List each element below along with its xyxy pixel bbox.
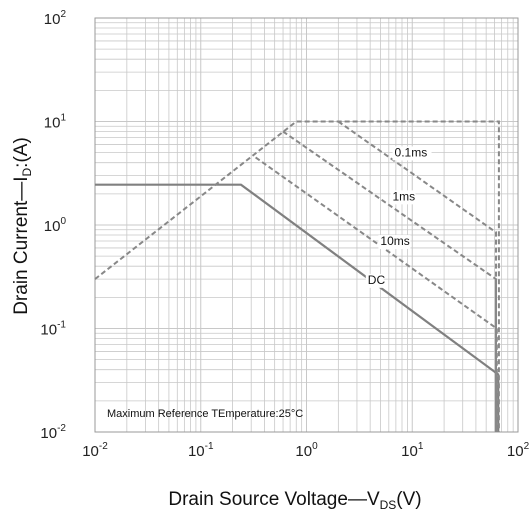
y-tick-label: 100 xyxy=(44,216,67,235)
y-tick-label: 102 xyxy=(44,9,67,28)
x-tick-label: 100 xyxy=(295,441,318,460)
y-axis-label-symbol: I xyxy=(11,176,32,181)
series-line-01ms xyxy=(337,120,497,432)
x-tick-label: 102 xyxy=(507,441,530,460)
chart-annotation: Maximum Reference TEmperature:25°C xyxy=(107,408,303,420)
curve-label-1ms: 1ms xyxy=(392,189,415,203)
y-tick-label: 10-1 xyxy=(40,320,66,339)
y-axis-label-unit: :(A) xyxy=(11,137,32,168)
tick-labels: 10-2 10-1 100 101 102 10-2 10-1 100 101 102 xyxy=(40,9,529,460)
series-line-limit xyxy=(94,120,500,432)
series-group xyxy=(94,120,500,432)
x-tick-label: 10-2 xyxy=(82,441,108,460)
x-tick-label: 101 xyxy=(401,441,424,460)
x-axis-label-symbol: V xyxy=(367,489,380,510)
x-axis-label-unit: (V) xyxy=(396,489,421,510)
grid xyxy=(95,18,518,432)
series-line-1ms xyxy=(282,130,497,432)
curve-labels: DC 10ms 1ms 0.1ms xyxy=(365,145,432,288)
curve-label-10ms: 10ms xyxy=(380,234,409,248)
curve-label-01ms: 0.1ms xyxy=(395,145,428,159)
x-tick-label: 10-1 xyxy=(188,441,214,460)
curve-label-background xyxy=(365,273,384,288)
y-axis-label: Drain Current—ID:(A) xyxy=(11,137,34,315)
x-axis-label-subscript: DS xyxy=(380,498,397,512)
y-tick-label: 101 xyxy=(44,113,67,132)
plot-frame xyxy=(94,17,519,433)
y-axis-label-main: Drain Current xyxy=(11,200,32,315)
x-axis-label-main: Drain Source Voltage xyxy=(168,489,348,510)
curve-label-background xyxy=(390,190,416,205)
y-axis-label-dash: — xyxy=(11,182,32,201)
curve-label-background xyxy=(392,146,432,161)
series-line-10ms xyxy=(255,156,498,432)
x-axis-label-dash: — xyxy=(348,489,367,510)
x-axis-label: Drain Source Voltage—VDS(V) xyxy=(168,489,421,512)
curve-label-background xyxy=(378,235,411,250)
curve-label-dc: DC xyxy=(368,273,386,287)
y-axis-label-subscript: D xyxy=(20,167,34,176)
y-tick-label: 10-2 xyxy=(40,423,66,442)
